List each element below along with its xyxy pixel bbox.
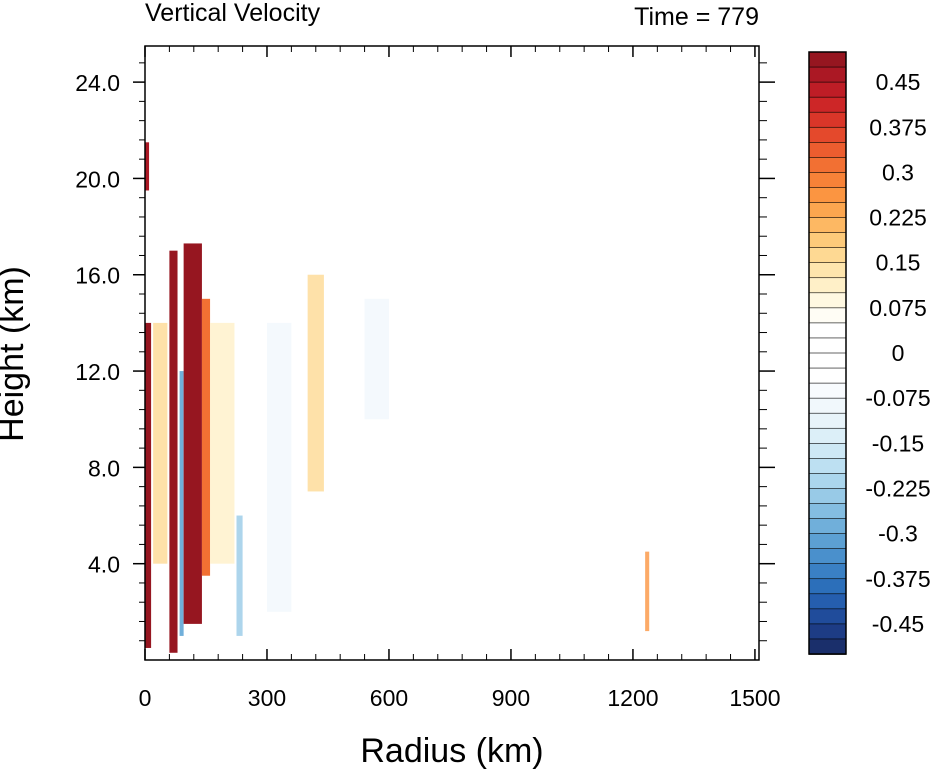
colorbar-swatch	[808, 458, 847, 475]
colorbar-swatch	[808, 608, 847, 625]
colorbar-swatch	[808, 262, 847, 279]
y-tick-label: 24.0	[75, 70, 120, 96]
field-cell-8	[236, 515, 243, 636]
colorbar-swatch	[808, 412, 847, 430]
colorbar-label: -0.075	[865, 385, 930, 411]
colorbar-swatch	[808, 96, 847, 114]
colorbar-swatch	[808, 202, 847, 219]
x-axis-label: Radius (km)	[360, 732, 543, 770]
field-cell-2	[169, 250, 178, 653]
colorbar-swatch	[808, 533, 847, 550]
colorbar: 0.45 0.375 0.3 0.225 0.15 0.075 0 -0.075 -0.15 -0…	[808, 51, 931, 655]
colorbar-swatch	[808, 217, 847, 234]
colorbar-label: -0.45	[872, 611, 924, 637]
colorbar-label: -0.15	[872, 430, 924, 456]
colorbar-swatch	[808, 382, 847, 399]
x-tick-label: 600	[370, 685, 408, 711]
colorbar-swatch	[808, 473, 847, 490]
y-tick-label: 4.0	[88, 552, 120, 578]
colorbar-swatch	[808, 142, 847, 159]
colorbar-swatch	[808, 232, 847, 249]
field-cell-0	[145, 322, 152, 648]
colorbar-swatch	[808, 563, 847, 580]
colorbar-swatch	[808, 578, 847, 595]
y-tick-label: 20.0	[75, 166, 120, 192]
colorbar-swatch	[808, 623, 847, 640]
colorbar-swatch	[808, 593, 847, 610]
colorbar-swatch	[808, 292, 847, 309]
field-cell-11	[364, 298, 389, 420]
colorbar-swatch	[808, 442, 847, 460]
colorbar-label: -0.225	[865, 475, 930, 501]
colorbar-swatch	[808, 81, 847, 98]
colorbar-swatch	[808, 503, 847, 520]
x-tick-label: 900	[492, 685, 530, 711]
colorbar-label: 0	[892, 340, 905, 366]
y-tick-label: 12.0	[75, 359, 120, 385]
field-cell-1	[145, 142, 150, 191]
field-cell-9	[266, 322, 292, 612]
colorbar-frame	[808, 51, 847, 655]
colorbar-swatch	[808, 427, 847, 445]
velocity-field	[145, 142, 650, 653]
colorbar-label: 0.3	[882, 159, 914, 185]
colorbar-label: 0.45	[876, 69, 921, 95]
plot-frame	[144, 45, 760, 661]
colorbar-swatch	[808, 352, 847, 369]
field-cell-10	[307, 274, 324, 492]
colorbar-label: 0.15	[876, 250, 921, 276]
colorbar-swatch	[808, 488, 847, 505]
field-cell-5	[201, 298, 211, 576]
y-axis: 4.0 8.0 12.0 16.0 20.0 24.0	[75, 62, 775, 642]
colorbar-swatch	[808, 247, 847, 264]
colorbar-label: -0.375	[865, 566, 930, 592]
colorbar-swatch	[808, 322, 847, 339]
colorbar-swatch	[808, 172, 847, 189]
field-cell-7	[210, 322, 235, 564]
colorbar-swatch	[808, 187, 847, 204]
colorbar-swatch	[808, 337, 847, 354]
colorbar-swatch	[808, 367, 847, 384]
field-cell-12	[645, 551, 650, 632]
colorbar-label: 0.225	[869, 205, 927, 231]
colorbar-swatch	[808, 397, 847, 414]
y-tick-label: 8.0	[88, 455, 120, 481]
colorbar-swatch	[808, 111, 847, 129]
x-tick-label: 1500	[729, 685, 780, 711]
colorbar-swatch	[808, 51, 847, 68]
colorbar-label: 0.375	[869, 114, 927, 140]
y-tick-label: 16.0	[75, 263, 120, 289]
chart-title: Vertical Velocity	[145, 0, 321, 27]
x-tick-label: 1200	[607, 685, 658, 711]
colorbar-swatch	[808, 157, 847, 174]
colorbar-swatch	[808, 548, 847, 565]
colorbar-label: 0.075	[869, 295, 927, 321]
colorbar-swatch	[808, 638, 847, 655]
field-cell-3	[179, 371, 184, 636]
colorbar-swatch	[808, 66, 847, 83]
field-cell-4	[183, 243, 202, 624]
chart-subtitle: Time = 779	[634, 3, 759, 31]
x-tick-label: 300	[248, 685, 286, 711]
colorbar-swatch	[808, 277, 847, 294]
x-tick-label: 0	[139, 685, 152, 711]
colorbar-swatch	[808, 518, 847, 535]
y-axis-label: Height (km)	[0, 266, 31, 442]
x-axis: 0 300 600 900 1200 1500	[139, 46, 781, 711]
colorbar-label: -0.3	[878, 521, 918, 547]
colorbar-swatch	[808, 126, 847, 144]
colorbar-swatch	[808, 307, 847, 324]
field-cell-6	[153, 322, 168, 564]
